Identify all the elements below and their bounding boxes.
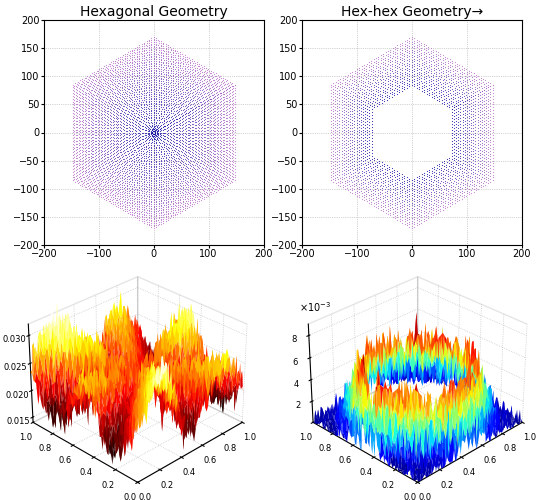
Text: $\times 10^{-3}$: $\times 10^{-3}$: [299, 300, 332, 314]
Title: Hex-hex Geometry→: Hex-hex Geometry→: [340, 5, 483, 19]
Title: Hexagonal Geometry: Hexagonal Geometry: [80, 5, 228, 19]
